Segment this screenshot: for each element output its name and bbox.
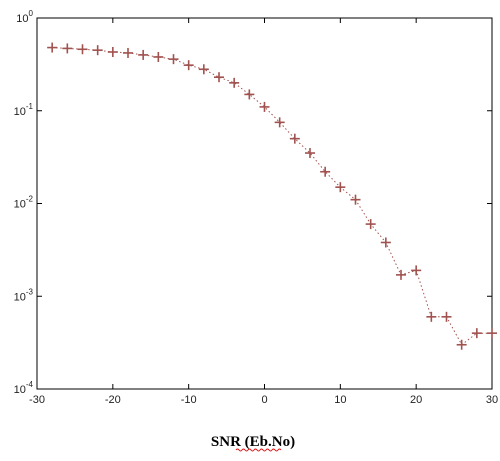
- data-point-marker: [365, 219, 376, 230]
- data-point-marker: [123, 47, 133, 58]
- data-point-marker: [47, 42, 58, 53]
- data-point-marker: [411, 265, 422, 276]
- data-point-marker: [138, 49, 149, 60]
- data-point-marker: [426, 311, 437, 322]
- plot-frame: [36, 17, 493, 390]
- data-point-marker: [77, 44, 88, 55]
- data-point-marker: [471, 328, 482, 339]
- data-point-marker: [335, 182, 346, 193]
- data-point-marker: [380, 237, 391, 248]
- data-point-marker: [456, 339, 467, 350]
- data-point-marker: [107, 46, 118, 57]
- data-point-marker: [244, 89, 255, 100]
- x-tick-label: -10: [181, 394, 197, 406]
- data-point-marker: [441, 311, 452, 322]
- data-point-marker: [320, 166, 331, 177]
- data-point-marker: [350, 194, 361, 205]
- x-tick-label: 10: [334, 394, 346, 406]
- x-tick-label: 30: [486, 394, 498, 406]
- data-point-marker: [198, 64, 209, 75]
- data-point-marker: [305, 148, 315, 159]
- data-point-marker: [274, 117, 285, 128]
- data-point-marker: [259, 101, 270, 112]
- spellcheck-underline: [235, 448, 282, 452]
- data-point-marker: [396, 269, 406, 280]
- y-tick-label: 10-2: [14, 195, 34, 211]
- data-point-marker: [487, 328, 497, 339]
- x-tick-label: -20: [105, 394, 121, 406]
- data-point-marker: [229, 77, 240, 88]
- data-point-marker: [214, 72, 224, 83]
- y-tick-label: 10-4: [14, 380, 34, 396]
- y-tick-label: 10-3: [14, 287, 34, 303]
- x-tick-label: 20: [410, 394, 422, 406]
- series-line: [47, 42, 497, 350]
- data-point-marker: [62, 43, 73, 54]
- data-point-marker: [183, 60, 194, 71]
- data-point-marker: [92, 45, 103, 56]
- x-axis-label: SNR (Eb.No): [211, 434, 295, 450]
- y-tick-label: 100: [16, 9, 33, 25]
- axis-ticks: -30 -20 -10 0 10 20 30 10-4 10-3 10-2 10-1 100: [14, 9, 499, 406]
- data-point-marker: [168, 54, 179, 65]
- data-point-marker: [153, 51, 164, 62]
- y-tick-label: 10-1: [14, 102, 34, 118]
- data-point-marker: [289, 133, 300, 144]
- x-tick-label: 0: [261, 394, 267, 406]
- x-tick-label: -30: [29, 394, 45, 406]
